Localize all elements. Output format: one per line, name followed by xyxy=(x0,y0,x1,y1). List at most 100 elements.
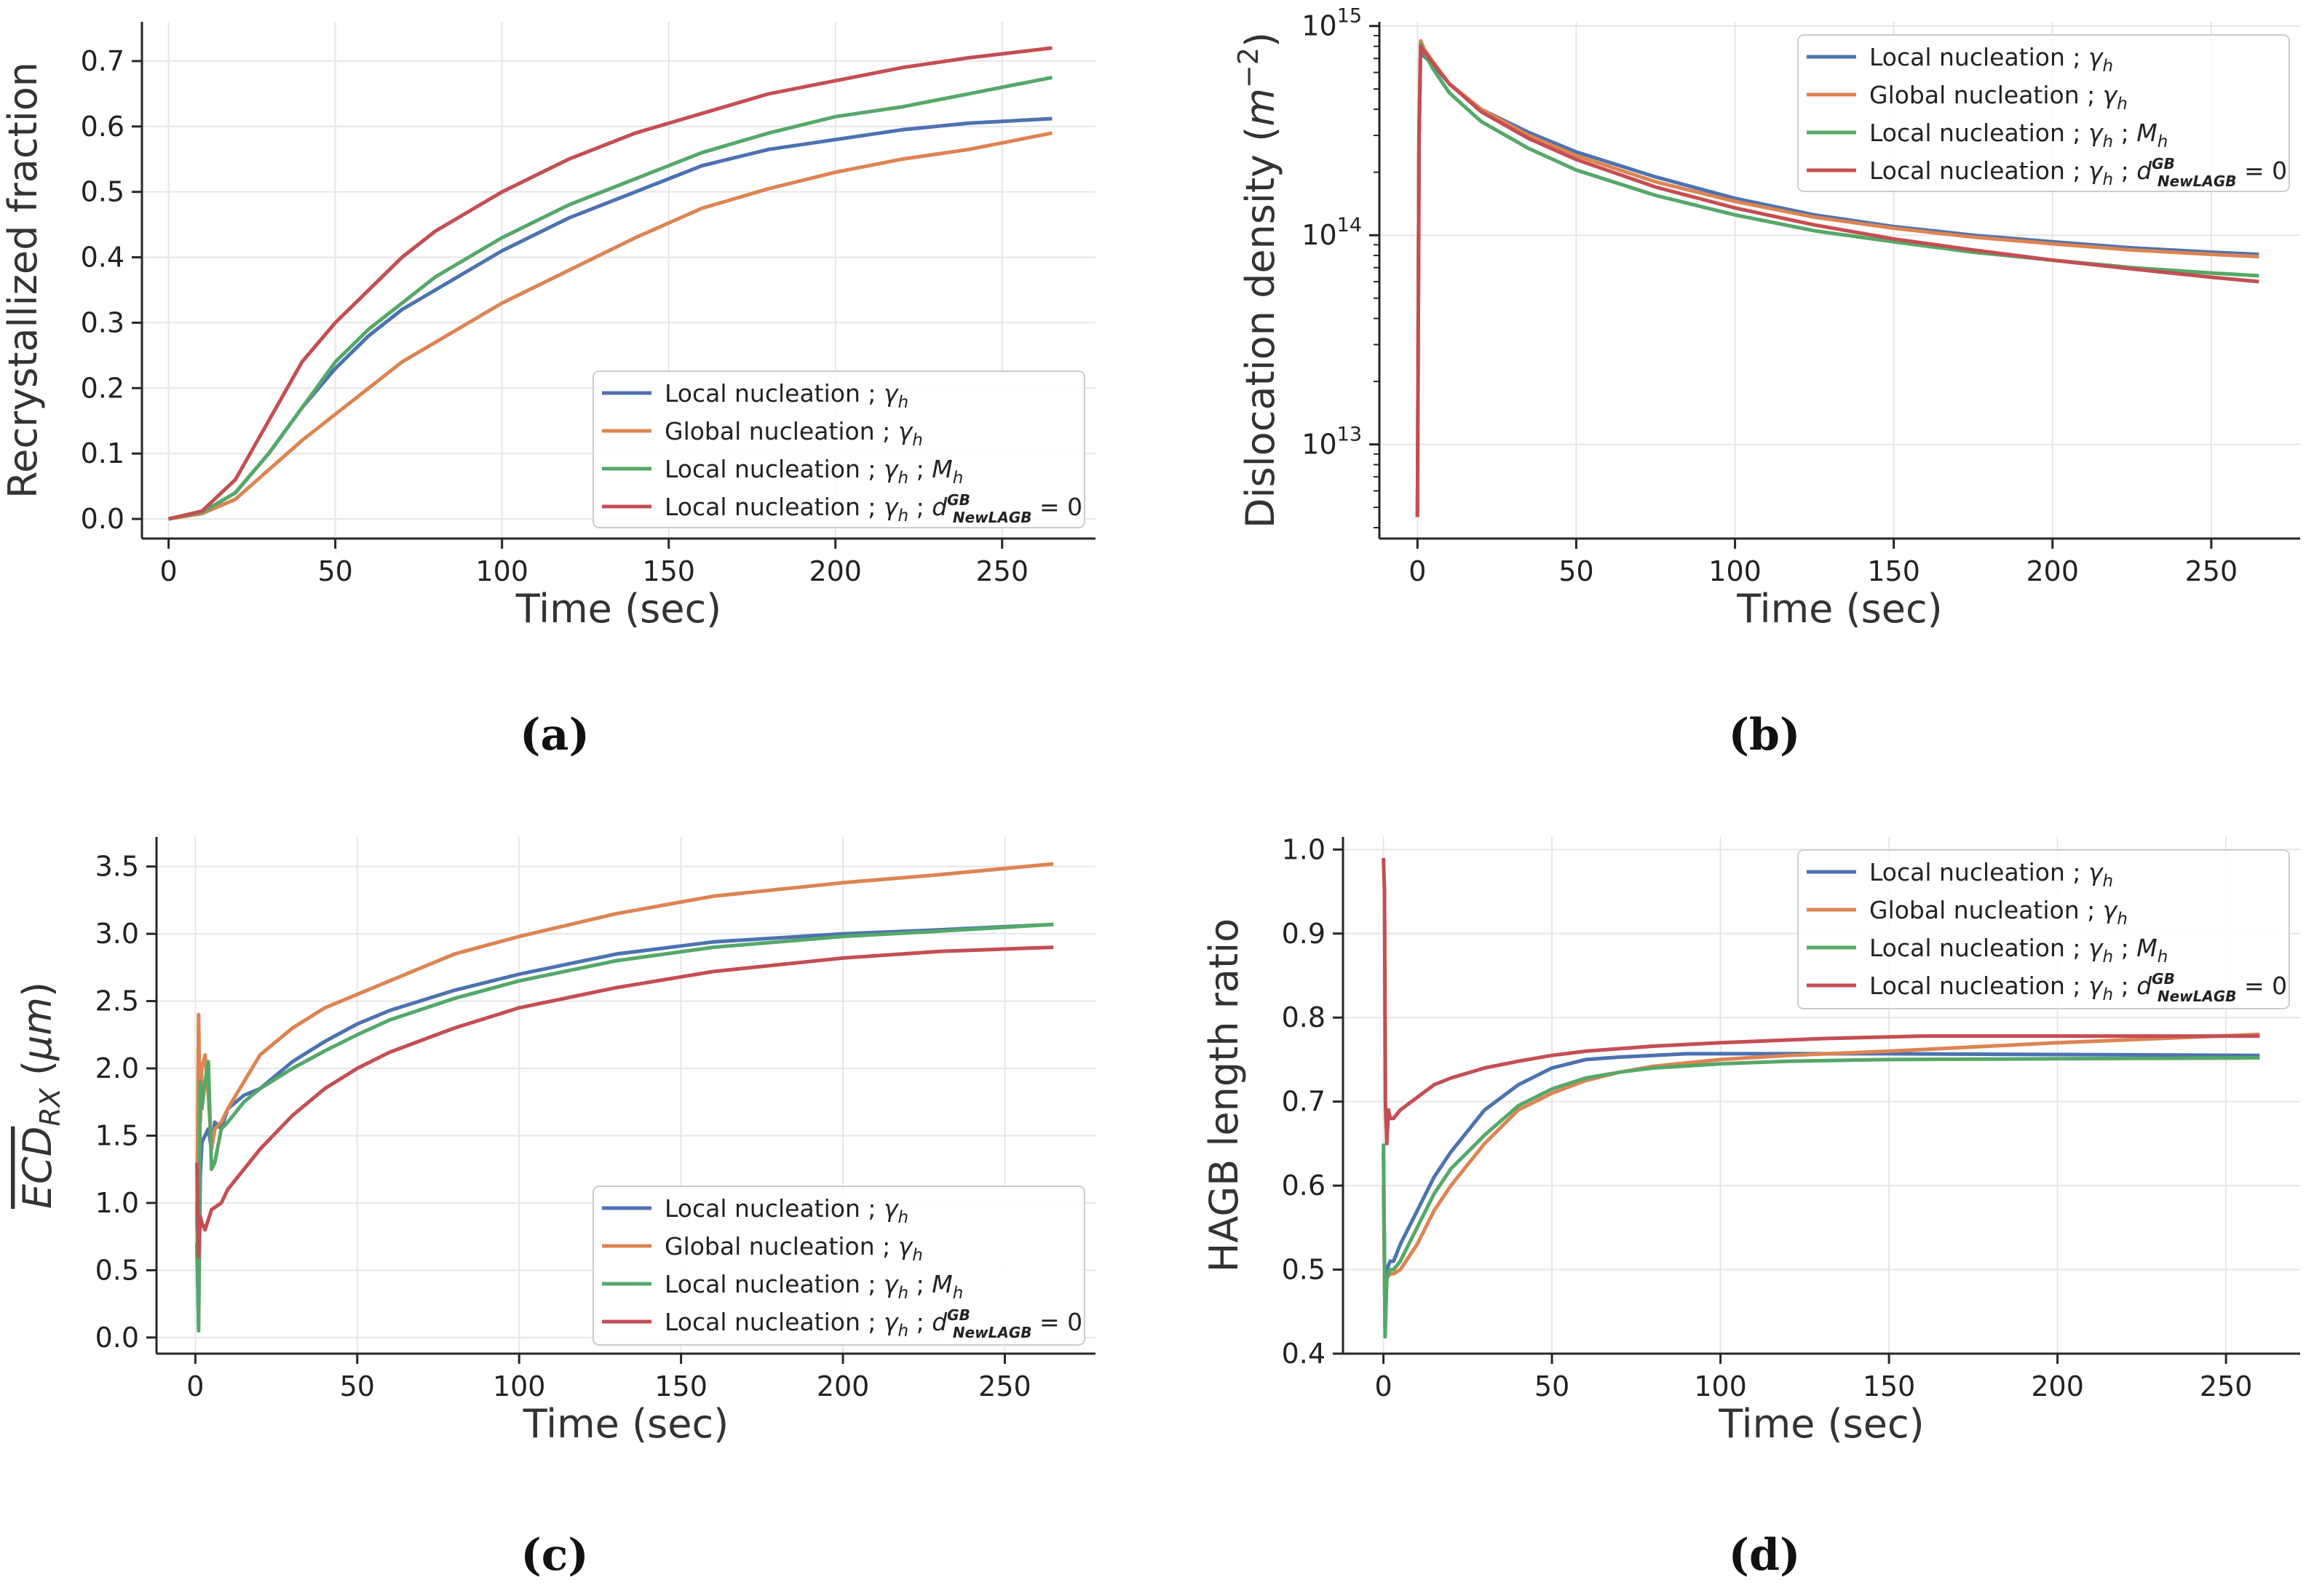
y-tick-label: 2.5 xyxy=(95,985,139,1017)
series-line-green xyxy=(1382,1056,2260,1339)
legend-superscript: GB xyxy=(947,1306,970,1324)
legend-symbol: γ xyxy=(884,1308,899,1336)
y-tick-label: 0.5 xyxy=(95,1254,139,1286)
series-line-red xyxy=(195,945,1054,1259)
legend-subscript: h xyxy=(898,393,909,412)
x-tick-label: 0 xyxy=(1408,555,1426,587)
legend-sep: ; xyxy=(908,455,932,483)
legend-text: Global nucleation ; xyxy=(1869,896,2103,924)
legend-superscript: GB xyxy=(2152,155,2175,172)
series-line-orange xyxy=(1382,1032,2260,1330)
legend-symbol: γ xyxy=(2088,156,2104,185)
ylabel-unit: m xyxy=(1237,88,1283,127)
y-tick-label: 1.0 xyxy=(95,1187,139,1219)
legend-sep: ; xyxy=(2113,934,2136,962)
y-tick-label: 0.0 xyxy=(95,1322,139,1354)
x-tick-label: 0 xyxy=(1374,1370,1392,1402)
legend-sep: ; xyxy=(2113,119,2136,147)
legend-label: Local nucleation ; γh​ xyxy=(665,1194,908,1227)
legend-text: Local nucleation ; xyxy=(1869,43,2088,71)
legend-subscript: h xyxy=(898,507,909,525)
legend: Local nucleation ; γh​ Global nucleation … xyxy=(1797,34,2290,192)
x-tick-label: 150 xyxy=(642,555,695,587)
legend-subscript: h xyxy=(2103,170,2114,189)
x-tick-label: 250 xyxy=(975,555,1029,587)
y-tick-label: 0.5 xyxy=(1282,1254,1326,1286)
y-tick-label: 0.5 xyxy=(81,176,124,208)
y-tick-label: 1014 xyxy=(1301,214,1362,251)
x-tick-label: 100 xyxy=(493,1370,546,1402)
x-tick-label: 150 xyxy=(1867,555,1920,587)
legend-text: Global nucleation ; xyxy=(665,1232,898,1260)
legend: Local nucleation ; γh​ Global nucleation … xyxy=(593,1186,1085,1346)
legend-text: Local nucleation ; xyxy=(665,493,884,521)
legend-symbol: γ xyxy=(2088,43,2104,71)
legend-subscript: h xyxy=(2158,132,2168,151)
legend-subscript: h xyxy=(953,469,964,488)
legend-label: Global nucleation ; γh​ xyxy=(665,1232,923,1265)
y-axis-label: Recrystallized fraction xyxy=(0,62,46,499)
legend-sep: = 0 xyxy=(2237,972,2288,1000)
y-tick-label: 0.7 xyxy=(81,45,124,77)
series-line-blue xyxy=(1415,50,2259,517)
y-tick-label: 1015 xyxy=(1301,5,1362,42)
x-axis-label: Time (sec) xyxy=(1736,586,1943,632)
x-tick-label: 150 xyxy=(654,1370,708,1402)
legend-box xyxy=(593,370,1085,528)
x-tick-label: 50 xyxy=(1534,1370,1569,1402)
x-tick-label: 50 xyxy=(340,1370,375,1402)
legend-text: Local nucleation ; xyxy=(1869,934,2088,962)
ylabel-open: ( xyxy=(15,1060,60,1088)
legend-text: Local nucleation ; xyxy=(665,1308,884,1336)
x-tick-label: 250 xyxy=(2185,555,2238,587)
series-line-red xyxy=(1415,44,2259,517)
legend-symbol: d xyxy=(932,1308,948,1336)
legend-label: Local nucleation ; γh​ ; Mh​ xyxy=(665,1270,963,1303)
legend-subscript: NewLAGB xyxy=(953,1324,1032,1341)
tick-base: 10 xyxy=(1301,219,1336,251)
legend-label: Global nucleation ; γh​ xyxy=(1869,81,2128,114)
y-tick-label: 0.8 xyxy=(1282,1001,1326,1033)
caption-d: (d) xyxy=(1728,1530,1801,1581)
legend: Local nucleation ; γh​ Global nucleation … xyxy=(1797,849,2290,1009)
legend-text: Local nucleation ; xyxy=(665,379,884,408)
legend-sep: ; xyxy=(2113,972,2136,1000)
legend-sep: ; xyxy=(908,1308,932,1336)
x-tick-label: 50 xyxy=(1558,555,1593,587)
tick-exponent: 13 xyxy=(1337,424,1362,446)
legend-symbol: γ xyxy=(884,379,899,408)
legend-subscript: h xyxy=(2103,872,2114,891)
legend-subscript: h xyxy=(2103,948,2114,966)
legend-symbol: γ xyxy=(898,417,914,445)
x-tick-label: 200 xyxy=(2031,1370,2084,1402)
legend-subscript: h xyxy=(898,1322,909,1341)
legend-label: Global nucleation ; γh​ xyxy=(665,417,923,450)
legend-subscript: h xyxy=(953,1284,964,1303)
y-axis-label: HAGB length ratio xyxy=(1201,918,1247,1272)
y-axis-label: ECDRX (μm) xyxy=(15,982,66,1209)
legend-symbol: γ xyxy=(884,455,899,483)
y-tick-label: 0.6 xyxy=(81,111,124,143)
legend-symbol: γ xyxy=(2088,119,2104,147)
legend-label: Local nucleation ; γh​ ; Mh​ xyxy=(1869,119,2168,151)
legend-label: Local nucleation ; γh​ xyxy=(1869,858,2113,891)
y-tick-label: 0.9 xyxy=(1282,918,1326,950)
y-tick-label: 1.5 xyxy=(95,1119,139,1151)
legend-subscript: h xyxy=(912,1246,923,1265)
legend-symbol: M xyxy=(932,1270,952,1298)
series-line-green xyxy=(195,922,1054,1333)
legend-subscript: NewLAGB xyxy=(2158,172,2237,190)
x-tick-label: 100 xyxy=(475,555,528,587)
legend-symbol: γ xyxy=(2088,972,2104,1000)
panel-d: 0 50 100 150 200 250 0.4 0.5 0.6 0.7 0.8 0.9 1.0 Time… xyxy=(1201,833,2300,1447)
x-tick-label: 200 xyxy=(2026,555,2079,587)
y-tick-label: 0.0 xyxy=(81,503,124,535)
y-tick-label: 0.4 xyxy=(81,242,124,274)
y-tick-label: 1013 xyxy=(1301,424,1362,461)
legend-label: Local nucleation ; γh​ xyxy=(665,379,908,412)
ylabel-exponent: −2 xyxy=(1232,47,1264,88)
